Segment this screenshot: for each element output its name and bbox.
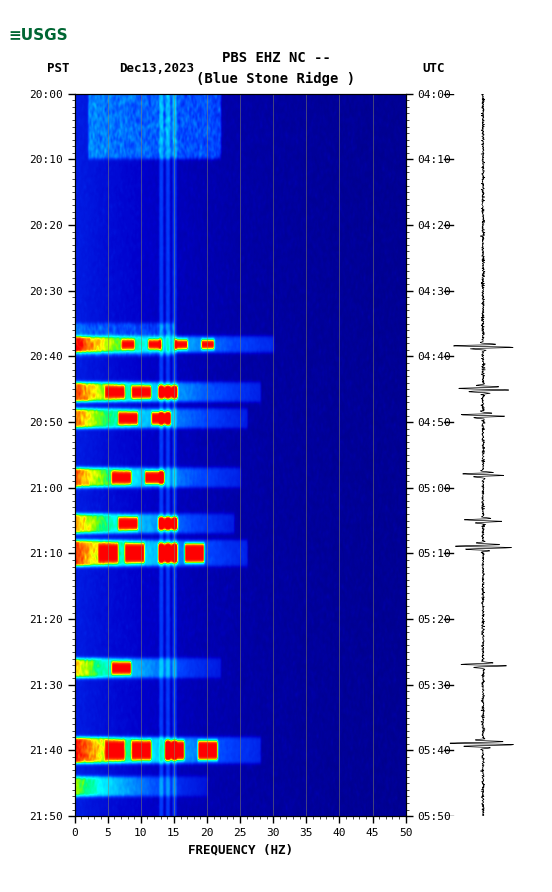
Text: UTC: UTC [422, 62, 445, 75]
Text: Dec13,2023: Dec13,2023 [119, 62, 194, 75]
Text: (Blue Stone Ridge ): (Blue Stone Ridge ) [197, 71, 355, 86]
X-axis label: FREQUENCY (HZ): FREQUENCY (HZ) [188, 844, 293, 856]
Text: PBS EHZ NC --: PBS EHZ NC -- [221, 51, 331, 65]
Text: ≡USGS: ≡USGS [9, 29, 68, 44]
Text: PST: PST [46, 62, 69, 75]
